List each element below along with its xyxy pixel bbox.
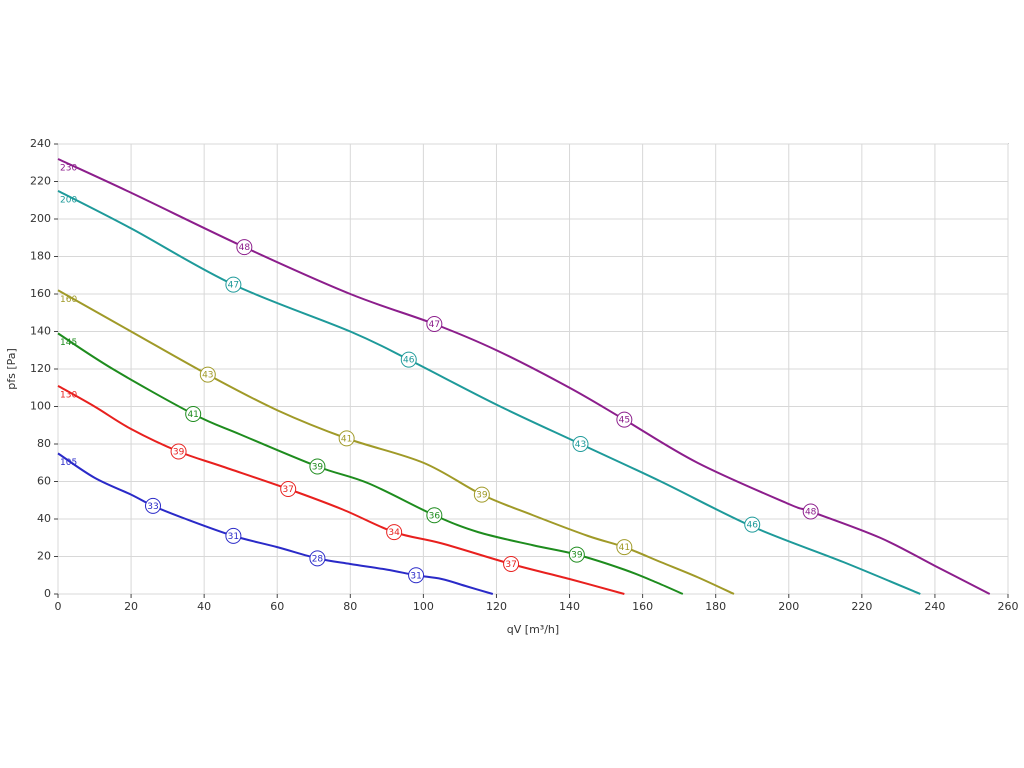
x-tick-label: 180 (705, 600, 726, 613)
marker (280, 481, 297, 497)
marker-label: 39 (571, 551, 583, 561)
x-tick-label: 120 (486, 600, 507, 613)
marker (616, 411, 633, 428)
marker (744, 516, 761, 533)
x-tick-label: 40 (197, 600, 211, 613)
y-axis-label: pfs [Pa] (5, 348, 18, 390)
marker-label: 36 (429, 511, 441, 521)
marker-label: 43 (202, 371, 213, 381)
marker (503, 556, 520, 572)
marker (225, 527, 242, 544)
series-line (57, 158, 991, 595)
marker (426, 507, 443, 524)
marker-label: 39 (476, 491, 488, 501)
x-tick-label: 80 (343, 600, 357, 613)
marker (185, 406, 202, 422)
marker (170, 443, 187, 460)
marker-label: 37 (505, 560, 516, 570)
marker (225, 276, 242, 293)
y-tick-label: 100 (30, 400, 51, 413)
marker-label: 46 (747, 521, 759, 531)
series-label: 145 (60, 338, 77, 348)
marker-label: 28 (312, 554, 324, 564)
marker (309, 550, 326, 567)
x-tick-label: 200 (778, 600, 799, 613)
y-tick-label: 180 (30, 250, 51, 263)
y-tick-label: 240 (30, 137, 51, 150)
y-tick-label: 140 (30, 325, 51, 338)
marker (236, 239, 253, 256)
marker (199, 366, 216, 383)
series-line (57, 189, 921, 595)
marker-label: 37 (282, 485, 293, 495)
series-label: 160 (60, 295, 77, 305)
marker-label: 43 (575, 440, 586, 450)
marker-label: 48 (805, 508, 817, 518)
series-line (57, 452, 494, 595)
x-tick-label: 20 (124, 600, 138, 613)
marker (473, 486, 490, 503)
y-tick-label: 120 (30, 362, 51, 375)
y-tick-label: 80 (37, 437, 51, 450)
series-label: 130 (60, 390, 77, 400)
y-tick-label: 40 (37, 512, 51, 525)
marker (338, 430, 355, 447)
y-tick-label: 200 (30, 212, 51, 225)
marker (802, 503, 819, 520)
marker (400, 351, 417, 368)
y-tick-label: 60 (37, 475, 51, 488)
x-axis-label: qV [m³/h] (507, 623, 559, 636)
x-tick-label: 140 (559, 600, 580, 613)
marker-label: 34 (388, 528, 400, 538)
marker-label: 31 (410, 571, 421, 581)
series-line (57, 332, 684, 595)
marker-label: 48 (239, 243, 251, 253)
x-tick-label: 60 (270, 600, 284, 613)
x-tick-label: 220 (851, 600, 872, 613)
marker-label: 39 (312, 463, 324, 473)
marker-label: 31 (228, 532, 239, 542)
series-label: 230 (60, 164, 77, 174)
marker (408, 567, 425, 584)
y-tick-label: 20 (37, 550, 51, 563)
y-tick-label: 160 (30, 287, 51, 300)
x-tick-label: 0 (55, 600, 62, 613)
marker-label: 41 (341, 434, 352, 444)
marker (572, 436, 589, 452)
y-tick-label: 0 (44, 587, 51, 600)
marker-label: 47 (228, 281, 239, 291)
x-tick-label: 100 (413, 600, 434, 613)
series-label: 105 (60, 458, 77, 468)
x-tick-label: 240 (924, 600, 945, 613)
marker-label: 41 (187, 410, 198, 420)
marker (386, 524, 403, 541)
marker (309, 458, 326, 475)
marker-label: 39 (173, 448, 185, 458)
x-tick-label: 160 (632, 600, 653, 613)
marker-label: 33 (147, 502, 158, 512)
marker-label: 47 (429, 320, 440, 330)
marker (426, 316, 443, 332)
series-line (57, 289, 735, 595)
marker (568, 546, 585, 563)
marker-label: 41 (619, 543, 630, 553)
x-tick-label: 260 (998, 600, 1019, 613)
series-label: 200 (60, 195, 77, 205)
marker-label: 46 (403, 356, 415, 366)
marker (616, 539, 633, 556)
y-tick-label: 220 (30, 175, 51, 188)
marker-label: 45 (619, 416, 630, 426)
marker (145, 497, 161, 514)
